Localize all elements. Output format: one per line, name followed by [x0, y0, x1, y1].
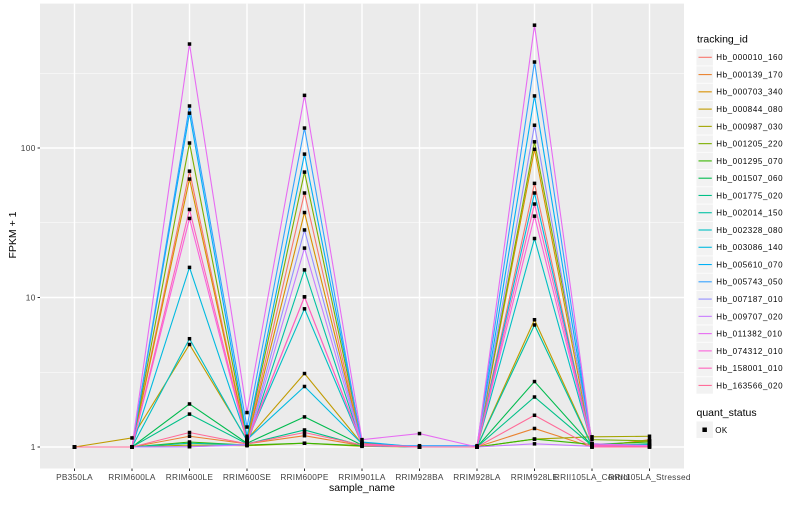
svg-text:OK: OK: [715, 426, 728, 435]
svg-text:Hb_007187_010: Hb_007187_010: [716, 295, 783, 304]
svg-text:RRIM928LA: RRIM928LA: [453, 472, 501, 482]
svg-text:RRIM901LA: RRIM901LA: [338, 472, 386, 482]
svg-text:Hb_001205_220: Hb_001205_220: [716, 140, 783, 149]
svg-text:Hb_000844_080: Hb_000844_080: [716, 105, 783, 114]
svg-text:1: 1: [31, 442, 36, 452]
svg-text:Hb_001507_060: Hb_001507_060: [716, 174, 783, 183]
svg-text:Hb_000703_340: Hb_000703_340: [716, 88, 783, 97]
svg-text:Hb_005610_070: Hb_005610_070: [716, 260, 783, 269]
svg-text:RRIM600LA: RRIM600LA: [108, 472, 156, 482]
svg-text:Hb_000139_170: Hb_000139_170: [716, 70, 783, 79]
svg-text:Hb_163566_020: Hb_163566_020: [716, 381, 783, 390]
svg-text:Hb_003086_140: Hb_003086_140: [716, 243, 783, 252]
svg-text:Hb_005743_050: Hb_005743_050: [716, 278, 783, 287]
svg-text:RRIM928BA: RRIM928BA: [395, 472, 444, 482]
svg-text:RRIM600LE: RRIM600LE: [166, 472, 214, 482]
svg-text:RRII105LA_Control: RRII105LA_Control: [554, 472, 630, 482]
svg-text:Hb_002014_150: Hb_002014_150: [716, 209, 783, 218]
svg-text:Hb_002328_080: Hb_002328_080: [716, 226, 783, 235]
svg-text:RRIM600PE: RRIM600PE: [280, 472, 329, 482]
svg-text:quant_status: quant_status: [697, 407, 757, 419]
svg-text:Hb_001775_020: Hb_001775_020: [716, 191, 783, 200]
svg-text:Hb_000987_030: Hb_000987_030: [716, 122, 783, 131]
svg-text:RRIM928LE: RRIM928LE: [511, 472, 559, 482]
svg-text:sample_name: sample_name: [329, 482, 395, 494]
svg-text:100: 100: [21, 143, 36, 153]
svg-text:Hb_011382_010: Hb_011382_010: [716, 330, 782, 339]
svg-text:FPKM + 1: FPKM + 1: [7, 211, 19, 258]
svg-text:tracking_id: tracking_id: [697, 33, 748, 45]
svg-text:Hb_158001_010: Hb_158001_010: [716, 364, 783, 373]
svg-text:Hb_000010_160: Hb_000010_160: [716, 53, 783, 62]
svg-text:Hb_009707_020: Hb_009707_020: [716, 312, 783, 321]
svg-text:RRII105LA_Stressed: RRII105LA_Stressed: [608, 472, 691, 482]
svg-text:PB350LA: PB350LA: [56, 472, 93, 482]
svg-text:Hb_001295_070: Hb_001295_070: [716, 157, 783, 166]
svg-text:RRIM600SE: RRIM600SE: [223, 472, 272, 482]
svg-text:10: 10: [26, 292, 36, 302]
svg-text:Hb_074312_010: Hb_074312_010: [716, 347, 783, 356]
